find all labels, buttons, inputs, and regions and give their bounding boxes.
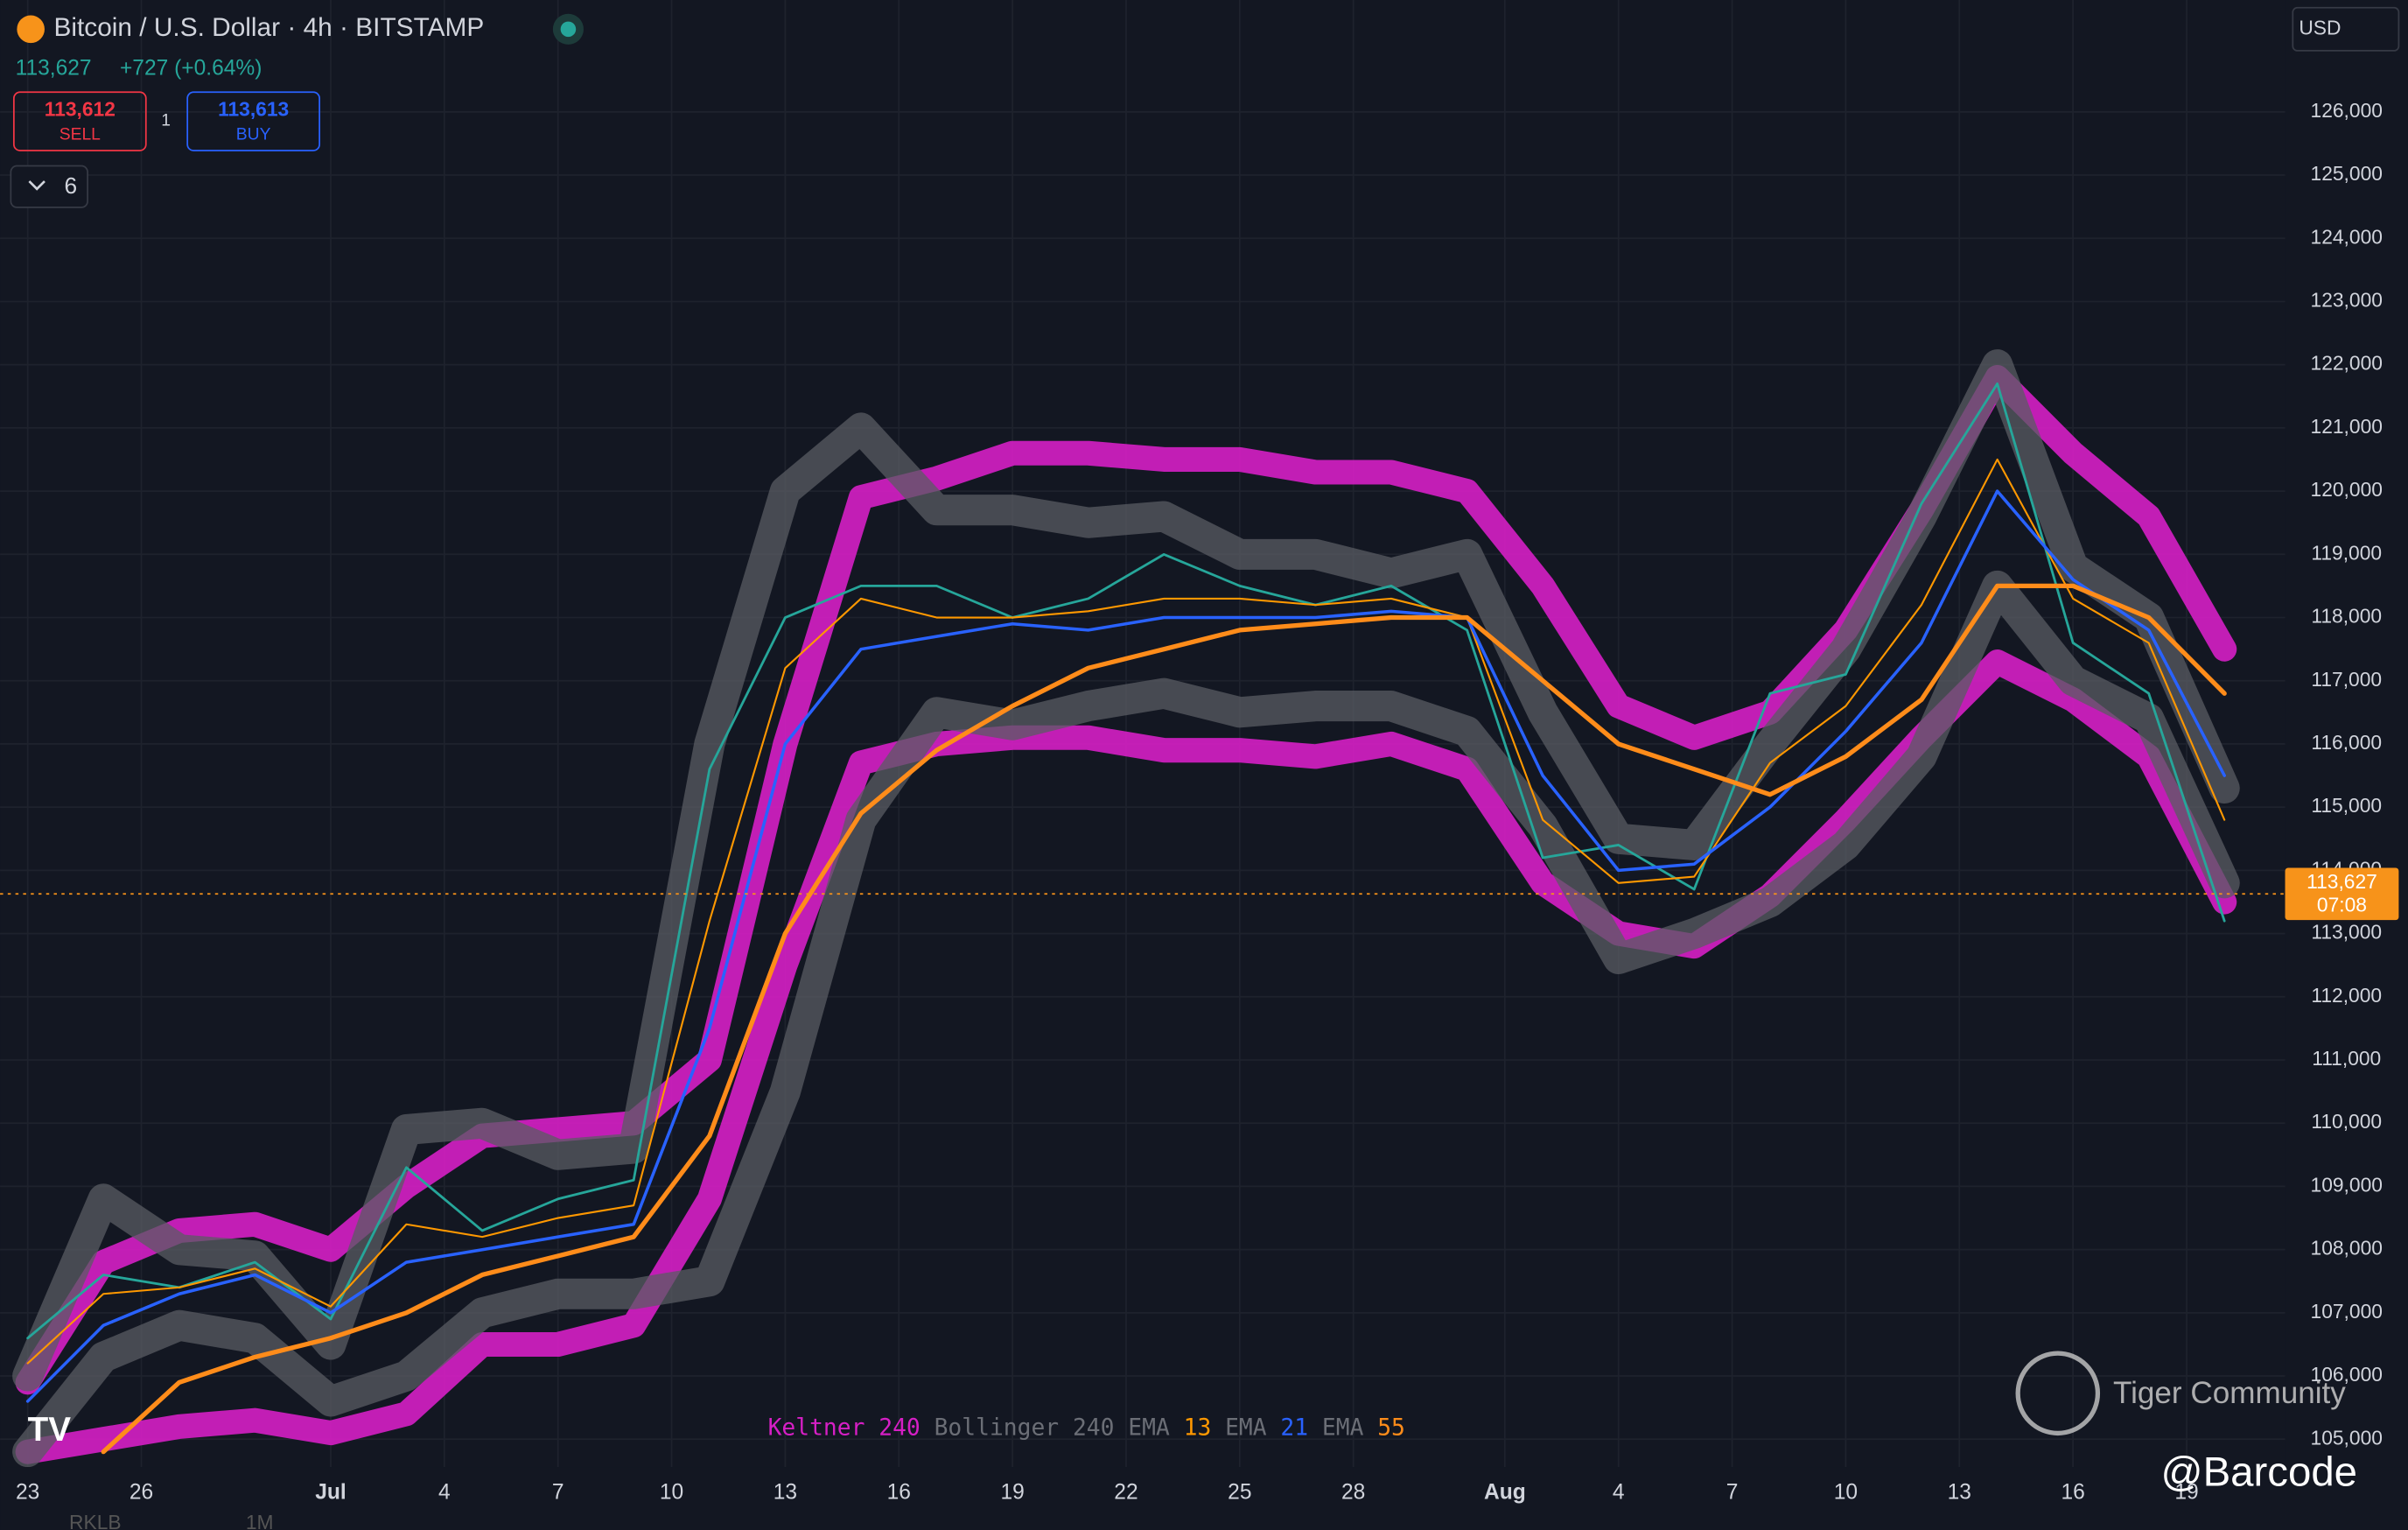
x-tick-label: 23	[16, 1480, 39, 1504]
y-tick-label: 117,000	[2311, 668, 2382, 691]
buy-button[interactable]	[186, 91, 320, 151]
x-tick-label: 22	[1114, 1480, 1138, 1504]
y-tick-label: 123,000	[2311, 288, 2383, 311]
currency-select[interactable]	[2292, 6, 2400, 52]
y-tick-label: 105,000	[2311, 1426, 2383, 1449]
legend-label: 55	[1377, 1415, 1405, 1442]
price-change: +727 (+0.64%)	[120, 56, 262, 80]
indicators-toggle[interactable]	[10, 165, 88, 208]
legend-label: 240	[1073, 1415, 1115, 1442]
y-tick-label: 120,000	[2311, 478, 2383, 501]
y-tick-label: 124,000	[2311, 225, 2383, 248]
x-tick-label: 10	[1834, 1480, 1858, 1504]
sell-label: SELL	[60, 126, 101, 144]
watermark-community: Tiger Community	[2113, 1376, 2346, 1410]
y-tick-label: 119,000	[2311, 541, 2382, 564]
buy-price: 113,613	[218, 97, 289, 120]
band-upper	[12, 349, 2240, 1392]
x-tick-label: 16	[2061, 1480, 2084, 1504]
x-tick-label: 4	[1613, 1480, 1625, 1504]
band-lower	[12, 570, 2240, 1468]
y-tick-label: 108,000	[2311, 1237, 2383, 1260]
x-tick-label: Jul	[315, 1480, 346, 1504]
tv-logo: TV	[28, 1411, 72, 1449]
sell-button[interactable]	[12, 91, 147, 151]
x-tick-label: 13	[1948, 1480, 1971, 1504]
market-status-dot	[560, 21, 577, 38]
y-tick-label: 115,000	[2311, 794, 2382, 817]
legend-label: EMA	[1225, 1415, 1267, 1442]
y-tick-label: 125,000	[2311, 162, 2383, 185]
price-axis-bg	[2285, 0, 2408, 1530]
plot-layer	[0, 349, 2286, 1468]
y-tick-label: 110,000	[2311, 1110, 2382, 1133]
price-line	[26, 382, 2226, 1340]
x-tick-label: 16	[887, 1480, 911, 1504]
last-price-box	[2285, 867, 2399, 921]
chevron-icon	[28, 180, 46, 191]
x-tick-label: Aug	[1484, 1480, 1526, 1504]
countdown-label: 07:08	[2317, 893, 2367, 916]
y-tick-label: 111,000	[2312, 1047, 2381, 1070]
y-tick-label: 107,000	[2311, 1300, 2383, 1323]
y-tick-label: 118,000	[2311, 605, 2382, 628]
ema-line	[26, 458, 2226, 1365]
band-lower	[15, 649, 2237, 1464]
legend-label: Keltner	[768, 1415, 865, 1442]
time-axis-bg	[0, 1467, 2408, 1530]
grid-layer	[0, 0, 2286, 1468]
legend-label: 13	[1184, 1415, 1212, 1442]
x-tick-label: 25	[1228, 1480, 1251, 1504]
x-tick-label: 7	[552, 1480, 564, 1504]
y-tick-label: 126,000	[2311, 99, 2383, 122]
x-tick-label: 7	[1726, 1480, 1739, 1504]
y-tick-label: 112,000	[2311, 984, 2382, 1007]
y-tick-label: 122,000	[2311, 352, 2383, 375]
sell-price: 113,612	[45, 97, 116, 120]
currency: USD	[2299, 16, 2341, 39]
x-tick-label: 10	[660, 1480, 683, 1504]
buy-label: BUY	[236, 126, 271, 144]
ema-line	[25, 489, 2226, 1403]
legend-label: 21	[1280, 1415, 1308, 1442]
watermark-user: @Barcode	[2160, 1449, 2357, 1495]
legend: Keltner 240 Bollinger 240 EMA 13 EMA 21 EMA 55	[768, 1415, 1405, 1442]
symbol-title: Bitcoin / U.S. Dollar · 4h · BITSTAMP	[53, 13, 484, 42]
indicators-count: 6	[64, 172, 77, 199]
footer-period: 1M	[246, 1511, 274, 1530]
x-tick-label: 13	[774, 1480, 797, 1504]
x-tick-label: 4	[438, 1480, 451, 1504]
legend-label: 240	[878, 1415, 920, 1442]
y-tick-label: 109,000	[2311, 1173, 2383, 1196]
last-price: 113,627	[16, 56, 92, 80]
y-tick-label: 116,000	[2311, 731, 2382, 754]
btc-icon	[17, 15, 45, 44]
ema-line	[101, 583, 2227, 1455]
x-tick-label: 28	[1341, 1480, 1365, 1504]
x-tick-label: 19	[1000, 1480, 1024, 1504]
legend-label: Bollinger	[934, 1415, 1060, 1442]
watermark-logo	[2015, 1351, 2101, 1436]
y-tick-label: 106,000	[2311, 1363, 2383, 1386]
y-tick-label: 121,000	[2311, 415, 2383, 438]
quantity: 1	[161, 112, 171, 130]
footer-symbol: RKLB	[69, 1511, 122, 1530]
legend-label: EMA	[1322, 1415, 1364, 1442]
last-price-label: 113,627	[2306, 870, 2377, 893]
x-tick-label: 19	[2174, 1480, 2198, 1504]
y-tick-label: 113,000	[2311, 921, 2382, 944]
x-tick-label: 26	[130, 1480, 153, 1504]
legend-label: EMA	[1128, 1415, 1170, 1442]
